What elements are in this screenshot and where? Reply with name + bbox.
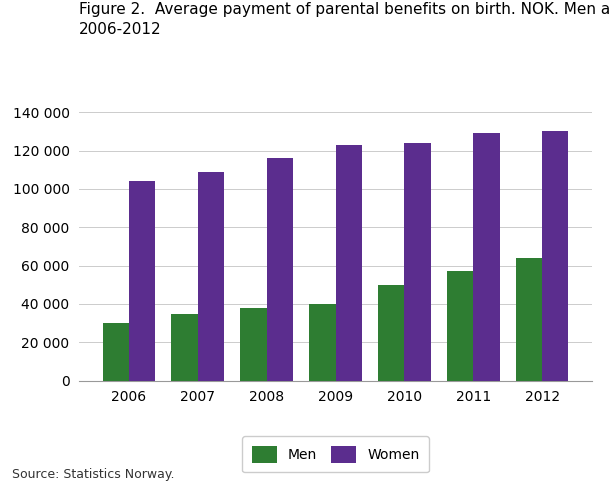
Text: Figure 2.  Average payment of parental benefits on birth. NOK. Men and Women.: Figure 2. Average payment of parental be… bbox=[79, 2, 610, 18]
Bar bbox=[404, 143, 431, 381]
Bar bbox=[473, 133, 500, 381]
Bar bbox=[309, 304, 336, 381]
Legend: Men, Women: Men, Women bbox=[242, 436, 429, 472]
Text: Source: Statistics Norway.: Source: Statistics Norway. bbox=[12, 468, 174, 481]
Bar bbox=[267, 158, 293, 381]
Bar bbox=[198, 172, 224, 381]
Bar bbox=[447, 271, 473, 381]
Bar bbox=[102, 323, 129, 381]
Bar bbox=[378, 285, 404, 381]
Text: 2006-2012: 2006-2012 bbox=[79, 22, 162, 37]
Bar bbox=[171, 314, 198, 381]
Bar bbox=[240, 308, 267, 381]
Bar bbox=[336, 145, 362, 381]
Bar bbox=[542, 131, 569, 381]
Bar bbox=[516, 258, 542, 381]
Bar bbox=[129, 181, 155, 381]
